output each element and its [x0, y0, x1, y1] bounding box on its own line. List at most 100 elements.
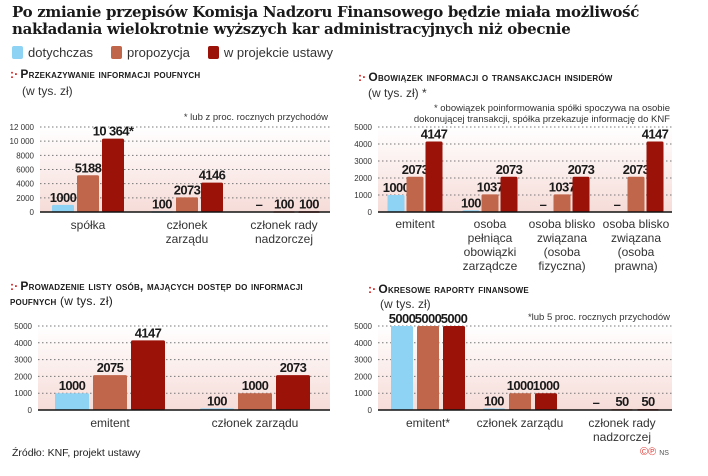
data-label: 2073 — [174, 182, 201, 197]
category-label: spółka — [71, 218, 106, 232]
data-label: – — [540, 197, 547, 212]
chart-4-title: :· Okresowe raporty finansowe — [368, 282, 529, 296]
data-label: 2075 — [97, 360, 124, 375]
y-tick-label: 0 — [368, 208, 373, 217]
chart-1-subtitle: (w tys. zł) — [22, 84, 73, 98]
y-tick-label: 2000 — [354, 174, 372, 183]
bar-propozycja — [509, 393, 531, 410]
chart-2-subtitle: (w tys. zł) * — [368, 86, 427, 100]
category-label: członek zarządu — [212, 416, 299, 430]
category-label: emitent — [90, 416, 130, 430]
data-label: 1000 — [507, 378, 534, 393]
chart-1-note: * lub z proc. rocznych przychodów — [183, 112, 328, 123]
category-label: nadzorczej — [255, 232, 313, 246]
category-label: (osoba — [544, 245, 581, 259]
y-tick-label: 10 000 — [10, 137, 35, 146]
category-label: osoba blisko — [529, 217, 596, 231]
bar-w-projekcie-ustawy — [425, 141, 443, 212]
category-label: emitent — [395, 217, 435, 231]
bar-dotychczas — [52, 204, 74, 212]
y-tick-label: 1000 — [354, 389, 372, 398]
category-label: osoba blisko — [603, 217, 670, 231]
category-label: zarządu — [166, 232, 209, 246]
data-label: – — [593, 395, 600, 410]
data-label: 4147 — [421, 127, 448, 142]
data-label: 1000 — [59, 378, 86, 393]
data-label: 5000 — [441, 311, 468, 326]
chart-4-subtitle: (w tys. zł) — [380, 297, 431, 311]
y-tick-label: 6000 — [16, 166, 34, 175]
data-label: 4147 — [135, 325, 162, 340]
bullet-icon: :· — [368, 282, 377, 296]
y-tick-label: 5000 — [354, 322, 372, 331]
copyright-icon: ©℗ NS — [640, 446, 669, 458]
page-title: Po zmianie przepisów Komisja Nadzoru Fin… — [12, 3, 640, 38]
legend-swatch — [207, 46, 219, 59]
bar-propozycja — [406, 176, 424, 212]
chart-3-title: :· Prowadzenie listy osób, mających dostę… — [10, 279, 303, 308]
bar-propozycja — [238, 393, 272, 410]
y-tick-label: 2000 — [14, 372, 32, 381]
y-tick-label: 1000 — [354, 191, 372, 200]
bar-w-projekcie-ustawy — [535, 393, 557, 410]
data-label: 2073 — [280, 360, 307, 375]
chart-4-note: *lub 5 proc. rocznych przychodów — [527, 312, 670, 323]
data-label: 50 — [615, 394, 629, 409]
bar-propozycja — [77, 175, 99, 212]
y-tick-label: 0 — [28, 406, 33, 415]
data-label: 5000 — [415, 311, 442, 326]
data-label: – — [614, 197, 621, 212]
data-label: 2073 — [623, 162, 650, 177]
data-label: 4147 — [642, 127, 669, 142]
category-label: prawna) — [614, 259, 657, 273]
bar-propozycja — [417, 326, 439, 410]
data-label: 2073 — [402, 162, 429, 177]
bar-w-projekcie-ustawy — [201, 182, 223, 212]
legend-item-dotychczas: dotychczas — [12, 45, 93, 60]
chart-2-note: * obowiązek poinformowania spółki spoczy… — [413, 103, 670, 125]
data-label: 50 — [641, 394, 655, 409]
data-label: 5188 — [75, 160, 102, 175]
bar-w-projekcie-ustawy — [646, 141, 664, 212]
y-tick-label: 4000 — [354, 140, 372, 149]
data-label: 5000 — [389, 311, 416, 326]
data-label: 100 — [152, 196, 172, 211]
y-tick-label: 2000 — [16, 194, 34, 203]
bar-dotychczas — [387, 195, 405, 212]
bar-w-projekcie-ustawy — [500, 176, 518, 212]
category-label: obowiązki — [464, 245, 517, 259]
data-label: 1037 — [549, 179, 576, 194]
data-label: 2073 — [496, 162, 523, 177]
bar-w-projekcie-ustawy — [102, 138, 124, 212]
data-label: 100 — [207, 393, 227, 408]
data-label: 100 — [461, 195, 481, 210]
bar-w-projekcie-ustawy — [131, 340, 165, 410]
legend-swatch — [12, 46, 23, 59]
legend-label: dotychczas — [28, 45, 94, 60]
category-label: związana — [537, 231, 587, 245]
data-label: 1000 — [533, 378, 560, 393]
bar-w-projekcie-ustawy — [443, 326, 465, 410]
y-tick-label: 12 000 — [10, 123, 35, 132]
data-label: 100 — [274, 196, 294, 211]
bar-propozycja — [93, 375, 127, 410]
bar-propozycja — [553, 194, 571, 212]
y-tick-label: 4000 — [354, 339, 372, 348]
category-label: członek rady — [588, 416, 655, 430]
category-label: członek — [167, 218, 209, 232]
bullet-icon: :· — [358, 70, 367, 84]
category-label: pełniąca — [468, 231, 513, 245]
chart-2-title: :· Obowiązek informacji o transakcjach in… — [358, 70, 613, 84]
y-tick-label: 0 — [368, 406, 373, 415]
category-label: zarządcze — [463, 259, 518, 273]
chart-1-title: :· Przekazywanie informacji poufnych — [10, 67, 201, 81]
data-label: 1000 — [383, 180, 410, 195]
data-label: 10 364* — [93, 124, 135, 139]
category-label: związana — [611, 231, 661, 245]
bar-dotychczas — [391, 326, 413, 410]
source-note: Źródło: KNF, projekt ustawy — [12, 447, 141, 459]
y-tick-label: 3000 — [14, 356, 32, 365]
bar-w-projekcie-ustawy — [276, 375, 310, 410]
